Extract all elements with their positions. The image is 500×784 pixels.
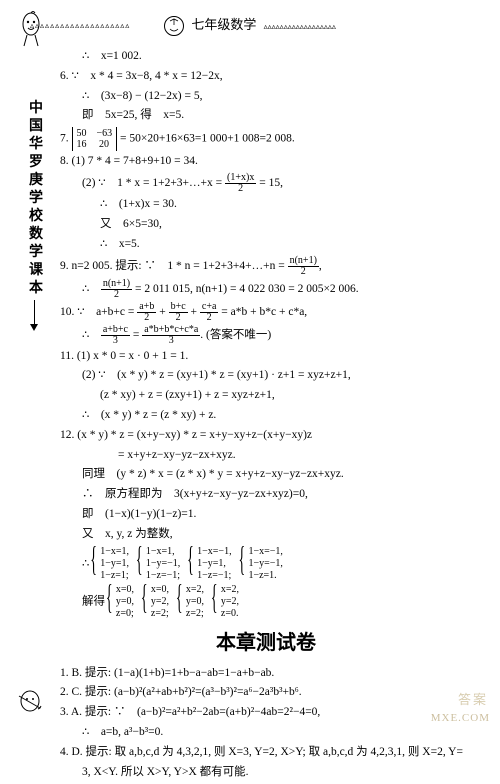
chapter-title: 本章测试卷 bbox=[60, 628, 472, 659]
q12-line1: 12. (x * y) * z = (x+y−xy) * z = x+y−xy+… bbox=[60, 427, 472, 445]
q8-line2: (2) ∵ 1 * x = 1+2+3+…+x = (1+x)x2 = 15, bbox=[60, 173, 472, 194]
q9-line1: 9. n=2 005. 提示: ∵ 1 * n = 1+2+3+4+…+n = … bbox=[60, 256, 472, 277]
header-grade: 七年级数学 bbox=[191, 17, 256, 32]
q8-line4: 又 6×5=30, bbox=[60, 216, 472, 234]
foot-cartoon-icon bbox=[16, 686, 44, 716]
q12-line3: 同理 (y * z) * x = (z * x) * y = x+y+z−xy−… bbox=[60, 466, 472, 484]
t3-line1: 3. A. 提示: ∵ (a−b)²=a²+b²−2ab=(a+b)²−4ab=… bbox=[60, 704, 472, 722]
q12-line4: ∴ 原方程即为 3(x+y+z−xy−yz−zx+xyz)=0, bbox=[60, 486, 472, 504]
q6-line2: ∴ (3x−8) − (12−2x) = 5, bbox=[60, 88, 472, 106]
q6-line1: 6. ∵ x * 4 = 3x−8, 4 * x = 12−2x, bbox=[60, 68, 472, 86]
header-icon bbox=[164, 16, 184, 36]
page: ▵▵▵▵▵▵▵▵▵▵▵▵▵▵▵▵▵▵▵▵ 七年级数学 ▵▵▵▵▵▵▵▵▵▵▵▵▵… bbox=[0, 0, 500, 734]
t1: 1. B. 提示: (1−a)(1+b)=1+b−a−ab=1−a+b−ab. bbox=[60, 665, 472, 683]
q9-line2: ∴ n(n+1)2 = 2 011 015, n(n+1) = 4 022 03… bbox=[60, 279, 472, 300]
t3-line2: ∴ a=b, a³−b³=0. bbox=[60, 724, 472, 742]
q8-line1: 8. (1) 7 * 4 = 7+8+9+10 = 34. bbox=[60, 153, 472, 171]
q7-result: = 50×20+16×63=1 000+1 008=2 008. bbox=[120, 133, 295, 145]
watermark-top: 答案 bbox=[458, 689, 488, 708]
q11-line3: (z * xy) + z = (zxy+1) + z = xyz+z+1, bbox=[60, 387, 472, 405]
fraction: (1+x)x2 bbox=[225, 173, 256, 194]
triangle-pattern-right: ▵▵▵▵▵▵▵▵▵▵▵▵▵▵▵▵▵▵ bbox=[264, 22, 336, 31]
q8-line5: ∴ x=5. bbox=[60, 236, 472, 254]
t4-line1: 4. D. 提示: 取 a,b,c,d 为 4,3,2,1, 则 X=3, Y=… bbox=[60, 744, 472, 762]
line: ∴ x=1 002. bbox=[60, 48, 472, 66]
q7-label: 7. bbox=[60, 133, 69, 145]
sidebar-arrow-icon bbox=[34, 300, 35, 325]
q12-line2: = x+y+z−xy−yz−zx+xyz. bbox=[60, 447, 472, 465]
fraction: n(n+1)2 bbox=[288, 256, 319, 277]
q12-cases2: 解得 x=0,y=0,z=0; x=0,y=2,z=2; x=2,y=0,z=2… bbox=[60, 584, 472, 620]
fraction: n(n+1)2 bbox=[101, 279, 132, 300]
q8-line3: ∴ (1+x)x = 30. bbox=[60, 196, 472, 214]
sidebar-title: 中国华罗庚学校数学课本 bbox=[28, 100, 44, 298]
q7: 7. 50 −63 16 20 = 50×20+16×63=1 000+1 00… bbox=[60, 127, 472, 151]
q12-line6: 又 x, y, z 为整数, bbox=[60, 526, 472, 544]
q12-cases1: ∴ 1−x=1,1−y=1,1−z=1; 1−x=1,1−y=−1,1−z=−1… bbox=[60, 546, 472, 582]
q7-matrix: 50 −63 16 20 bbox=[72, 127, 118, 151]
t2: 2. C. 提示: (a−b)²(a²+ab+b²)²=(a³−b³)²=a⁶−… bbox=[60, 684, 472, 702]
main-content: ∴ x=1 002. 6. ∵ x * 4 = 3x−8, 4 * x = 12… bbox=[60, 48, 472, 784]
t4-line2: 3, X<Y. 所以 X>Y, Y>X 都有可能. bbox=[60, 764, 472, 782]
q11-line1: 11. (1) x * 0 = x · 0 + 1 = 1. bbox=[60, 348, 472, 366]
q10-line2: ∴ a+b+c3 = a*b+b*c+c*a3. (答案不唯一) bbox=[60, 325, 472, 346]
q6-line3: 即 5x=25, 得 x=5. bbox=[60, 107, 472, 125]
q11-line2: (2) ∵ (x * y) * z = (xy+1) * z = (xy+1) … bbox=[60, 367, 472, 385]
q12-line5: 即 (1−x)(1−y)(1−z)=1. bbox=[60, 506, 472, 524]
q10-line1: 10. ∵ a+b+c = a+b2 + b+c2 + c+a2 = a*b +… bbox=[60, 302, 472, 323]
q11-line4: ∴ (x * y) * z = (z * xy) + z. bbox=[60, 407, 472, 425]
watermark-bottom: MXE.COM bbox=[431, 712, 490, 724]
page-header: 七年级数学 ▵▵▵▵▵▵▵▵▵▵▵▵▵▵▵▵▵▵ bbox=[0, 14, 500, 36]
